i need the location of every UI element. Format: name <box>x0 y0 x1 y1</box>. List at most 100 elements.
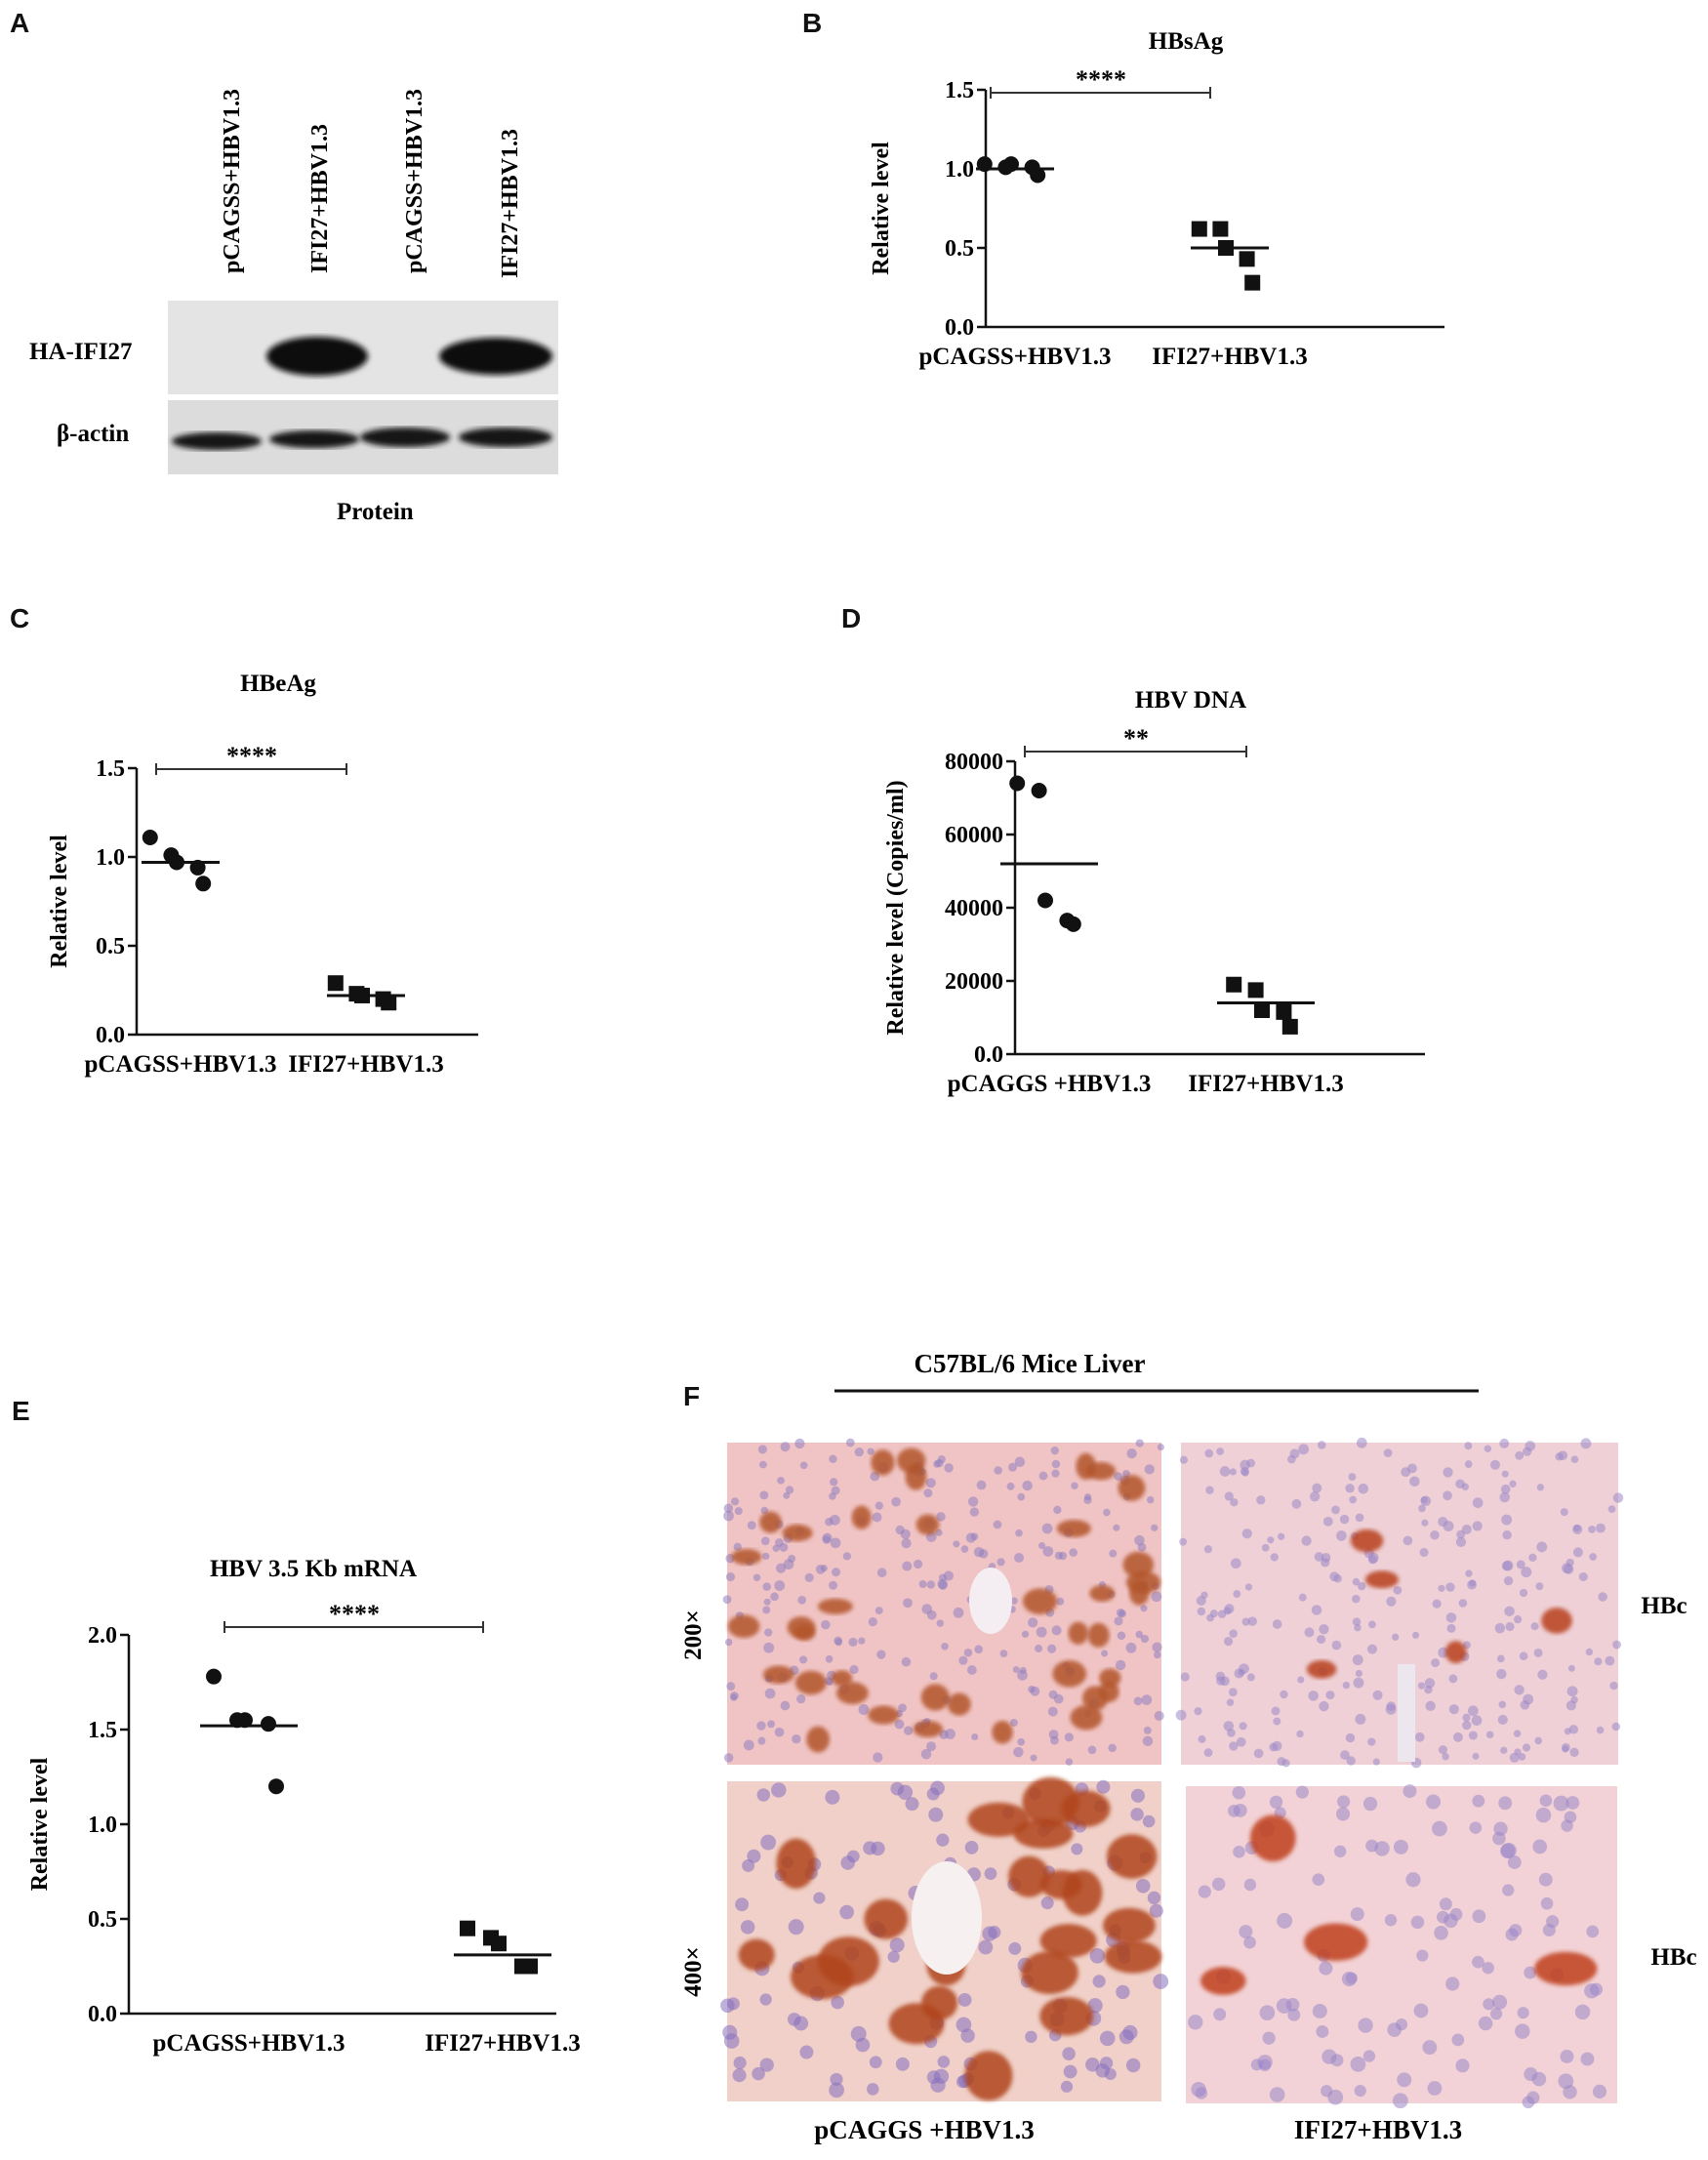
nucleus <box>1277 1912 1293 1929</box>
nucleus <box>996 1558 1005 1567</box>
nucleus <box>1223 1721 1235 1732</box>
data-point <box>142 829 158 845</box>
nucleus <box>820 1565 828 1572</box>
nucleus <box>982 1926 997 1941</box>
nucleus <box>848 1637 858 1648</box>
hbc-stained-cell <box>1350 1528 1384 1553</box>
nucleus <box>799 1461 808 1470</box>
nucleus <box>1276 1998 1292 2014</box>
nucleus <box>960 1545 969 1553</box>
nucleus <box>1403 1784 1417 1799</box>
nucleus <box>1564 1811 1577 1824</box>
nucleus <box>1410 1915 1425 1930</box>
nucleus <box>1232 1785 1246 1800</box>
nucleus <box>945 1729 956 1740</box>
nucleus <box>1048 1730 1059 1740</box>
nucleus <box>1502 1560 1514 1571</box>
nucleus <box>1203 1748 1213 1758</box>
nucleus <box>1340 1750 1350 1760</box>
nucleus <box>894 1719 905 1730</box>
chart-title: HBsAg <box>1149 28 1224 55</box>
hbc-stained-cell <box>1068 1621 1089 1645</box>
nucleus <box>1392 2093 1408 2109</box>
nucleus <box>1553 1795 1569 1812</box>
nucleus <box>762 1606 771 1614</box>
nucleus <box>1572 1524 1583 1535</box>
nucleus <box>976 1480 987 1490</box>
x-tick-label: IFI27+HBV1.3 <box>288 1051 443 1078</box>
hbc-stained-cell <box>1008 1855 1050 1897</box>
significance-stars: ** <box>1123 724 1149 753</box>
y-tick-label: 40000 <box>945 896 1003 921</box>
nucleus <box>730 1497 740 1506</box>
chart-hbv-dna: 0.0 20000 40000 60000 80000 pCAGGS +HBV1.3 IFI… <box>883 687 1425 1097</box>
nucleus <box>1180 1672 1190 1682</box>
data-point <box>491 1936 507 1952</box>
lane-label: IFI27+HBV1.3 <box>498 129 523 278</box>
nucleus <box>1135 1878 1151 1894</box>
nucleus <box>1333 1845 1347 1857</box>
nucleus <box>1537 1669 1548 1680</box>
nucleus <box>1179 1455 1189 1464</box>
nucleus <box>1342 1681 1351 1690</box>
nucleus <box>1572 1547 1583 1558</box>
nucleus <box>963 1648 973 1657</box>
nucleus <box>1308 1691 1319 1701</box>
nucleus <box>1570 1455 1579 1463</box>
western-blot-panel: pCAGSS+HBV1.3 IFI27+HBV1.3 pCAGSS+HBV1.3… <box>29 89 558 525</box>
hbc-stained-cell <box>1541 1608 1572 1634</box>
nucleus <box>1350 1907 1364 1922</box>
nucleus <box>1419 1547 1429 1558</box>
significance-stars: **** <box>329 1600 380 1628</box>
x-tick-label: IFI27+HBV1.3 <box>425 2030 580 2057</box>
nucleus <box>1411 1631 1420 1639</box>
nucleus <box>1267 1536 1275 1544</box>
nucleus <box>760 1834 777 1851</box>
nucleus <box>1354 1623 1362 1632</box>
nucleus <box>1558 1450 1568 1461</box>
data-point <box>206 1668 222 1685</box>
nucleus <box>792 1733 801 1744</box>
panel-letter-c: C <box>10 603 30 633</box>
nucleus <box>1028 1617 1038 1628</box>
nucleus <box>1205 1486 1214 1494</box>
hbc-stained-cell <box>1200 1967 1246 1995</box>
hbc-stained-cell <box>1104 1940 1162 1974</box>
nucleus <box>1230 1498 1239 1507</box>
nucleus <box>958 1655 968 1665</box>
nucleus <box>1392 1633 1400 1641</box>
nucleus <box>1143 1726 1152 1734</box>
nucleus <box>1538 1872 1553 1887</box>
nucleus <box>1455 1479 1465 1488</box>
data-point <box>189 859 206 876</box>
nucleus <box>1471 1715 1483 1726</box>
nucleus <box>1564 1728 1571 1735</box>
nucleus <box>1157 1444 1164 1451</box>
nucleus <box>1042 1546 1054 1557</box>
nucleus <box>1526 2091 1540 2104</box>
nucleus <box>1469 1821 1483 1834</box>
y-tick-label: 0.0 <box>96 1023 125 1048</box>
x-tick-label: pCAGSS+HBV1.3 <box>919 344 1112 370</box>
nucleus <box>1099 2030 1116 2047</box>
nucleus <box>938 1580 948 1590</box>
nucleus <box>1013 1746 1024 1758</box>
nucleus <box>787 2013 801 2026</box>
nucleus <box>839 1904 854 1920</box>
nucleus <box>1101 1650 1109 1657</box>
nucleus <box>794 1438 805 1449</box>
magnification-label-200: 200× <box>680 1610 707 1660</box>
data-point <box>976 156 993 173</box>
data-point <box>1009 775 1026 792</box>
data-point <box>1030 167 1046 183</box>
nucleus <box>897 1784 914 1801</box>
hbc-stained-cell <box>1062 1869 1103 1916</box>
nucleus <box>1021 1630 1030 1638</box>
nucleus <box>764 1688 776 1699</box>
data-point <box>1218 240 1234 256</box>
nucleus <box>1517 2007 1529 2019</box>
hbc-stained-cell <box>1052 1660 1087 1688</box>
vessel-lumen <box>912 1861 982 1975</box>
nucleus <box>1430 1530 1440 1540</box>
micrograph-ifi27-400x <box>1186 1784 1617 2109</box>
